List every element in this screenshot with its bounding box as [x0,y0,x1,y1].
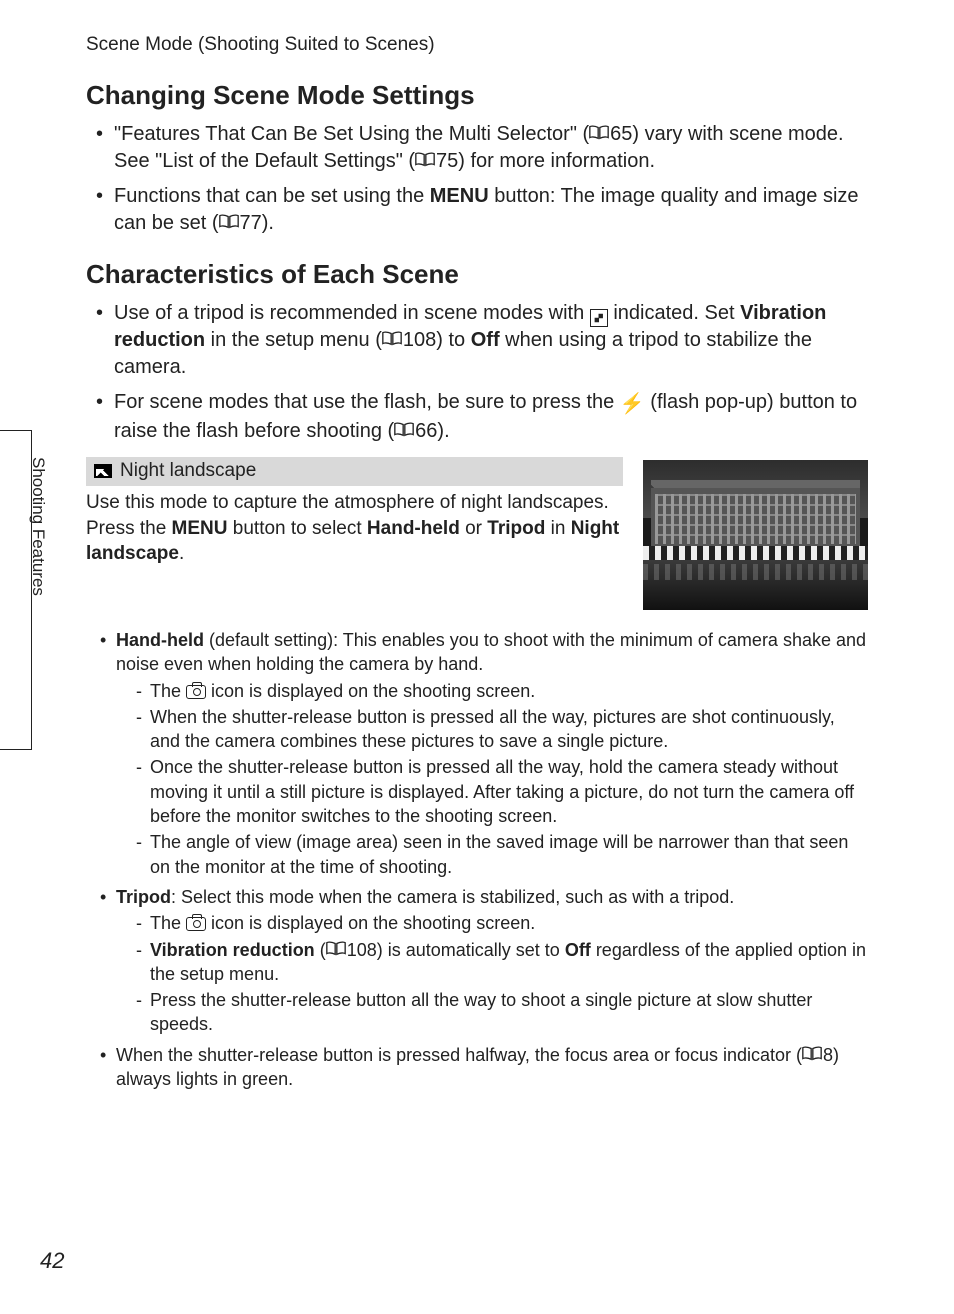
handheld-icon [186,685,206,699]
sec2-bullet-2: For scene modes that use the flash, be s… [100,389,868,445]
section-title-2: Characteristics of Each Scene [86,259,868,290]
dash-item: Press the shutter-release button all the… [136,988,868,1037]
dash-item: Vibration reduction (108) is automatical… [136,938,868,987]
page-ref-icon: 75 [415,148,458,175]
section-title-1: Changing Scene Mode Settings [86,80,868,111]
page-ref-icon: 65 [589,121,632,148]
page-ref-icon: 108 [382,327,436,354]
scene-header: Night landscape [86,457,623,486]
page-ref-icon: 8 [802,1043,833,1067]
dash-item: When the shutter-release button is press… [136,705,868,754]
side-tab-label: Shooting Features [28,457,48,596]
sub-bullet-focus: When the shutter-release button is press… [102,1043,868,1092]
dash-item: The icon is displayed on the shooting sc… [136,911,868,935]
page-ref-icon: 108 [326,938,377,962]
scene-description: Use this mode to capture the atmosphere … [86,490,623,567]
page-number: 42 [40,1248,64,1274]
tripod-mode-icon [186,917,206,931]
tripod-icon: 🙾 [590,309,608,327]
sec1-bullet-2: Functions that can be set using the MENU… [100,183,868,237]
sec1-bullet-1: "Features That Can Be Set Using the Mult… [100,121,868,175]
sub-bullet-tripod: Tripod: Select this mode when the camera… [102,885,868,1037]
flash-icon: ⚡ [620,391,645,418]
sub-bullet-handheld: Hand-held (default setting): This enable… [102,628,868,879]
dash-item: The icon is displayed on the shooting sc… [136,679,868,703]
menu-button-label: MENU [430,185,489,207]
breadcrumb: Scene Mode (Shooting Suited to Scenes) [86,34,868,56]
dash-item: The angle of view (image area) seen in t… [136,830,868,879]
menu-button-label: MENU [172,518,228,539]
page-ref-icon: 77 [219,210,262,237]
page-ref-icon: 66 [394,418,437,445]
night-landscape-icon [94,464,112,478]
sec2-bullet-1: Use of a tripod is recommended in scene … [100,300,868,381]
dash-item: Once the shutter-release button is press… [136,755,868,828]
side-tab: Shooting Features [0,430,32,750]
sample-image [643,460,868,610]
scene-header-label: Night landscape [120,460,256,482]
